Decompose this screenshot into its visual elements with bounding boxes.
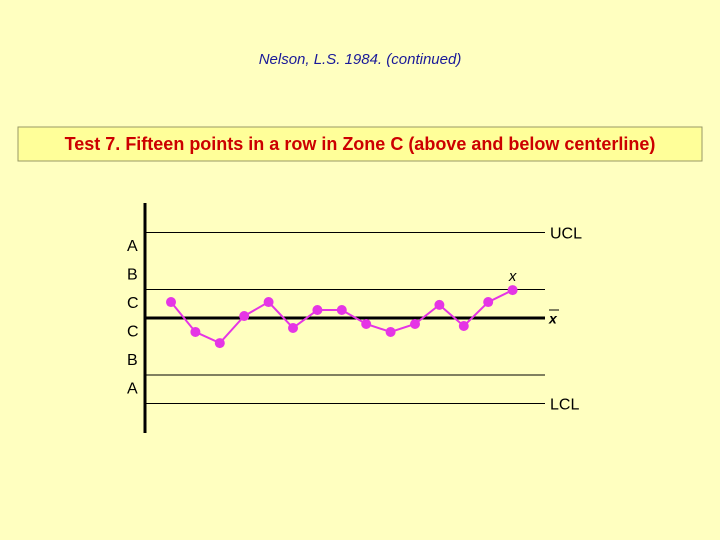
data-point xyxy=(483,297,494,308)
data-point xyxy=(458,320,469,331)
data-point xyxy=(263,297,274,308)
data-point xyxy=(385,326,396,337)
data-point xyxy=(239,311,250,322)
data-point xyxy=(190,326,201,337)
data-point xyxy=(288,322,298,333)
limit-label: UCL xyxy=(550,226,582,243)
data-point xyxy=(410,318,420,329)
data-point xyxy=(361,318,372,329)
limit-label: LCL xyxy=(550,397,579,414)
zone-label: C xyxy=(127,323,139,340)
data-point xyxy=(434,299,445,310)
chart-title: Test 7. Fifteen points in a row in Zone … xyxy=(65,134,656,154)
data-point xyxy=(214,338,225,349)
zone-label: C xyxy=(127,295,139,312)
data-point xyxy=(166,297,176,308)
zone-label: A xyxy=(127,380,138,397)
data-point xyxy=(312,305,323,316)
data-point xyxy=(507,285,518,296)
zone-label: B xyxy=(127,266,138,283)
centerline-label: x xyxy=(548,311,558,327)
data-point xyxy=(336,305,347,316)
title-box xyxy=(17,126,703,162)
citation: Nelson, L.S. 1984. (continued) xyxy=(259,51,462,68)
zone-label: B xyxy=(127,352,138,369)
point-label: x xyxy=(508,268,517,285)
zone-label: A xyxy=(127,238,138,255)
